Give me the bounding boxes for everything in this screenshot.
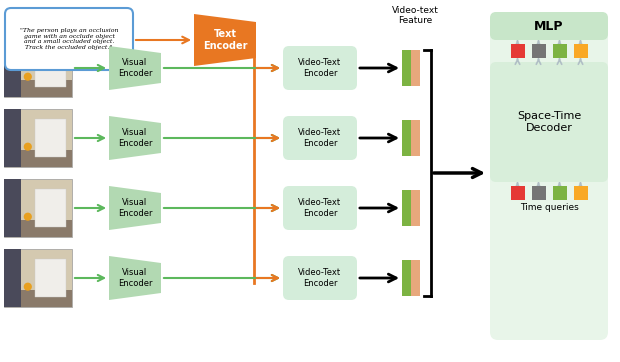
FancyBboxPatch shape [283, 46, 357, 90]
FancyBboxPatch shape [490, 12, 608, 40]
Bar [574, 44, 588, 58]
Bar [4, 290, 72, 307]
Bar [4, 80, 72, 97]
Bar [35, 49, 66, 87]
Bar [411, 120, 420, 156]
Circle shape [24, 143, 32, 151]
FancyBboxPatch shape [283, 116, 357, 160]
Text: Visual
Encoder: Visual Encoder [118, 128, 153, 148]
Bar [4, 179, 21, 237]
Bar [35, 259, 66, 297]
Bar [4, 150, 72, 167]
Polygon shape [109, 46, 161, 90]
Bar [4, 220, 72, 237]
Bar [531, 44, 546, 58]
Bar [402, 190, 411, 226]
Bar [35, 189, 66, 227]
Text: MLP: MLP [534, 20, 564, 33]
Text: Video-Text
Encoder: Video-Text Encoder [298, 128, 342, 148]
Text: Video-text
Feature: Video-text Feature [392, 6, 439, 25]
Bar [510, 186, 525, 200]
Bar [4, 39, 21, 97]
Circle shape [24, 212, 32, 221]
FancyBboxPatch shape [5, 8, 133, 70]
Bar [402, 50, 411, 86]
Bar [4, 39, 72, 97]
Text: Time queries: Time queries [520, 203, 578, 212]
Text: Text
Encoder: Text Encoder [203, 29, 247, 51]
Circle shape [24, 283, 32, 291]
Polygon shape [109, 186, 161, 230]
FancyBboxPatch shape [490, 12, 608, 340]
Bar [411, 260, 420, 296]
Text: Video-Text
Encoder: Video-Text Encoder [298, 268, 342, 288]
Bar [574, 186, 588, 200]
Polygon shape [109, 256, 161, 300]
Text: Video-Text
Encoder: Video-Text Encoder [298, 58, 342, 78]
Polygon shape [109, 116, 161, 160]
FancyBboxPatch shape [283, 186, 357, 230]
FancyBboxPatch shape [490, 62, 608, 182]
Text: Visual
Encoder: Visual Encoder [118, 198, 153, 218]
Bar [4, 249, 72, 307]
Bar [402, 260, 411, 296]
Text: Space-Time
Decoder: Space-Time Decoder [517, 111, 581, 133]
Text: Visual
Encoder: Visual Encoder [118, 58, 153, 78]
Text: Visual
Encoder: Visual Encoder [118, 268, 153, 288]
Bar [411, 50, 420, 86]
Bar [4, 109, 72, 167]
Text: Video-Text
Encoder: Video-Text Encoder [298, 198, 342, 218]
Bar [4, 109, 21, 167]
Bar [552, 44, 567, 58]
Bar [411, 190, 420, 226]
Polygon shape [194, 14, 256, 66]
Text: "The person plays an occlusion
game with an occlude object
and a small occluded : "The person plays an occlusion game with… [20, 28, 118, 50]
FancyBboxPatch shape [283, 256, 357, 300]
Bar [4, 179, 72, 237]
Bar [552, 186, 567, 200]
Bar [35, 119, 66, 157]
Bar [4, 249, 21, 307]
Circle shape [24, 73, 32, 81]
Bar [510, 44, 525, 58]
Bar [531, 186, 546, 200]
Bar [402, 120, 411, 156]
